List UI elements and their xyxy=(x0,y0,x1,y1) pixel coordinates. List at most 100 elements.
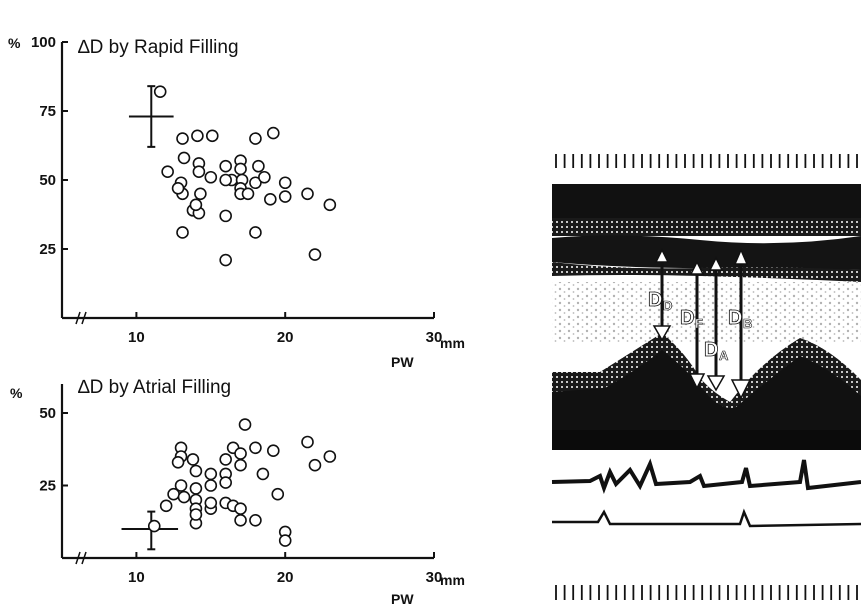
data-point xyxy=(189,464,203,478)
x-axis-unit: mm xyxy=(440,335,465,351)
data-point xyxy=(219,453,232,466)
data-point xyxy=(308,458,322,472)
label-df: D F xyxy=(680,307,704,332)
data-point xyxy=(258,170,271,184)
data-point xyxy=(252,159,265,173)
m-mode-echocardiogram: D D D F D A D B xyxy=(551,154,861,600)
df-arrow-head-up xyxy=(689,260,705,275)
data-point xyxy=(205,129,219,143)
data-point xyxy=(219,159,232,173)
data-point xyxy=(176,132,189,145)
data-point xyxy=(249,226,262,239)
dd-arrow-head-down xyxy=(652,325,672,342)
data-point xyxy=(323,450,337,463)
data-point xyxy=(278,534,292,547)
db-arrow-head-down xyxy=(730,379,752,400)
label-db-main: D xyxy=(728,307,742,329)
data-point xyxy=(234,458,247,472)
dd-arrow-head-up xyxy=(654,248,670,263)
label-da-main: D xyxy=(704,339,718,361)
label-dd-sub: D xyxy=(663,298,672,313)
data-point xyxy=(249,176,262,190)
data-point xyxy=(204,170,218,184)
atrial-filling-chart: % ∆D by Atrial Filling 25 50 10 20 30 mm PW xyxy=(10,377,465,605)
rapid-filling-chart: % ∆D by Rapid Filling 25 50 75 100 10 20 30 mm… xyxy=(8,34,465,370)
data-point xyxy=(219,173,232,187)
data-point xyxy=(234,502,247,516)
label-dd-main: D xyxy=(648,289,662,311)
y-tick-label: 25 xyxy=(39,478,56,495)
data-point xyxy=(159,499,173,513)
x-axis-label: PW xyxy=(391,354,414,370)
data-point xyxy=(238,418,252,431)
echo-image xyxy=(552,182,861,450)
label-dd: D D xyxy=(648,289,673,314)
data-point xyxy=(301,435,314,449)
data-point xyxy=(219,476,232,489)
chart-title: ∆D by Rapid Filling xyxy=(78,37,239,58)
data-point xyxy=(174,479,188,492)
data-point xyxy=(234,162,247,176)
x-tick-label: 20 xyxy=(277,569,294,586)
data-point xyxy=(177,490,191,504)
y-axis-unit-label: % xyxy=(8,35,21,51)
data-point xyxy=(189,482,203,495)
data-point xyxy=(278,176,292,190)
label-db-sub: B xyxy=(743,316,752,331)
da-arrow-head-up xyxy=(708,256,724,271)
x-axis-unit: mm xyxy=(440,572,465,588)
time-marker-ticks-bottom xyxy=(555,585,858,600)
data-point xyxy=(323,198,337,212)
time-marker-ticks-top xyxy=(555,154,858,168)
data-point xyxy=(167,487,180,501)
data-point xyxy=(234,513,247,527)
db-arrow-head-up xyxy=(733,248,749,265)
axis-break-mark xyxy=(75,551,87,565)
label-da: D A xyxy=(704,339,730,364)
label-df-sub: F xyxy=(695,316,703,331)
data-point xyxy=(264,193,277,206)
data-point xyxy=(271,487,285,501)
label-df-main: D xyxy=(680,307,694,329)
data-point xyxy=(171,181,185,195)
data-point xyxy=(171,455,185,469)
chart-title: ∆D by Atrial Filling xyxy=(78,377,231,398)
data-point xyxy=(278,190,292,203)
y-tick-label: 100 xyxy=(31,34,56,51)
data-point xyxy=(256,467,270,481)
data-point xyxy=(186,453,200,466)
x-tick-label: 30 xyxy=(426,329,443,346)
data-point xyxy=(204,496,218,510)
data-point xyxy=(192,165,206,179)
ecg-traces xyxy=(551,458,861,528)
y-axis-unit-label: % xyxy=(10,385,23,401)
data-point xyxy=(241,187,255,201)
data-point xyxy=(301,187,314,201)
data-point xyxy=(189,508,203,521)
label-db: D B xyxy=(728,307,753,332)
data-point xyxy=(234,447,247,460)
data-point xyxy=(189,198,203,212)
data-point xyxy=(194,187,207,201)
data-point xyxy=(249,441,262,455)
data-point xyxy=(177,151,191,165)
data-point xyxy=(308,248,322,261)
data-point xyxy=(219,253,232,267)
x-tick-label: 10 xyxy=(128,569,145,586)
data-point xyxy=(147,519,161,533)
x-tick-label: 20 xyxy=(277,329,294,346)
y-tick-label: 50 xyxy=(39,172,56,189)
data-point xyxy=(176,226,189,239)
data-point xyxy=(153,85,167,98)
axis-break-mark xyxy=(75,311,87,325)
df-arrow-head-down xyxy=(688,373,706,390)
y-tick-label: 50 xyxy=(39,405,56,422)
x-tick-label: 10 xyxy=(128,329,145,346)
data-point xyxy=(204,467,218,481)
data-point xyxy=(191,129,204,143)
data-point xyxy=(219,209,232,223)
y-tick-label: 75 xyxy=(39,103,56,120)
da-arrow-head-down xyxy=(706,375,726,392)
data-point xyxy=(266,444,280,458)
